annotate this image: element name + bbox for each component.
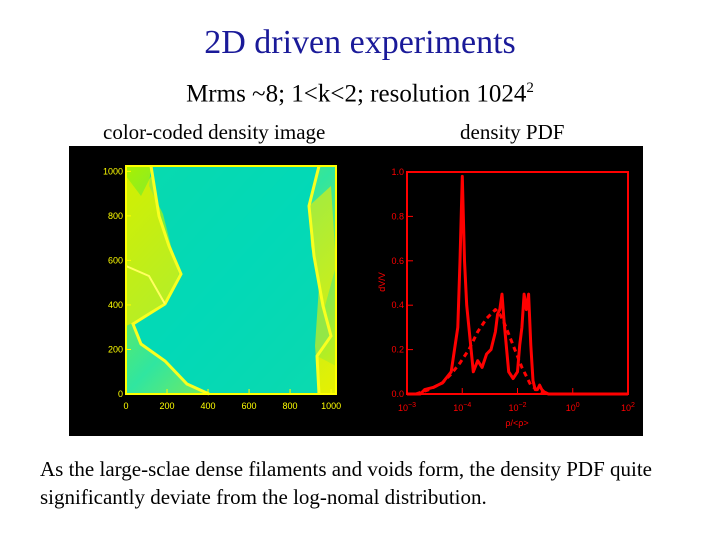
filament-region <box>309 186 336 394</box>
heatmap-x-tick-label: 0 <box>123 401 128 411</box>
pdf-dashed-series-line <box>415 308 549 396</box>
low-density-void <box>133 166 331 394</box>
heatmap-x-tick-label: 200 <box>160 401 175 411</box>
heatmap-x-tick-label: 400 <box>201 401 216 411</box>
density-pdf-plot: 0.00.20.40.60.81.0 10−3 10−4 10−2 100 102 dV… <box>377 167 635 428</box>
pdf-x-tick-exponent: 2 <box>631 402 635 409</box>
pdf-y-tick-label: 0.0 <box>391 389 404 399</box>
slide-title: 2D driven experiments <box>204 24 516 61</box>
pdf-y-tick-label: 0.2 <box>391 345 404 355</box>
figure-panel: 0 200 400 600 800 1000 0 200 400 600 800 1000 0.0 0… <box>69 146 643 436</box>
pdf-x-tick-base: 10 <box>566 403 576 413</box>
dense-filament <box>125 265 166 305</box>
pdf-x-tick-label: 100 <box>566 402 580 413</box>
pdf-x-tick-label: 10−4 <box>453 402 471 413</box>
pdf-x-tick-base: 10 <box>398 403 408 413</box>
heatmap-y-tick-label: 400 <box>108 300 123 310</box>
pdf-y-tick-label: 1.0 <box>391 167 404 177</box>
pdf-solid-series-line <box>407 174 628 396</box>
pdf-x-tick-label: 10−2 <box>509 402 527 413</box>
dense-filament <box>307 165 333 395</box>
pdf-y-tick-label: 0.6 <box>391 256 404 266</box>
pdf-x-tick-exponent: −4 <box>463 402 471 409</box>
slide-subtitle: Mrms ~8; 1<k<2; resolution 10242 <box>0 80 720 108</box>
density-image-plot: 0 200 400 600 800 1000 0 200 400 600 800 1000 <box>103 165 341 411</box>
heatmap-y-tick-label: 1000 <box>103 166 123 176</box>
subtitle-text: Mrms ~8; 1<k<2; resolution 1024 <box>186 80 527 108</box>
pdf-x-tick-base: 10 <box>509 403 519 413</box>
pdf-y-tick-label: 0.8 <box>391 211 404 221</box>
pdf-x-tick-label: 102 <box>621 402 635 413</box>
density-image-frame <box>125 165 337 395</box>
pdf-x-tick-base: 10 <box>621 403 631 413</box>
heatmap-y-tick-label: 800 <box>108 211 123 221</box>
heatmap-x-tick-label: 800 <box>283 401 298 411</box>
pdf-x-axis-label: ρ/<ρ> <box>505 418 528 428</box>
slide-caption: As the large-sclae dense filaments and v… <box>40 457 652 509</box>
heatmap-y-tick-label: 600 <box>108 255 123 265</box>
heatmap-y-tick-label: 200 <box>108 344 123 354</box>
dense-filament <box>131 165 210 396</box>
pdf-x-tick-exponent: −2 <box>519 402 527 409</box>
pdf-x-tick-base: 10 <box>453 403 463 413</box>
density-pdf-label: density PDF <box>460 120 565 144</box>
subtitle-superscript: 2 <box>526 80 534 96</box>
pdf-y-tick-label: 0.4 <box>391 300 404 310</box>
density-image-label: color-coded density image <box>103 120 326 144</box>
filament-region <box>126 176 179 326</box>
pdf-y-axis-label: dV/V <box>377 272 387 292</box>
pdf-x-tick-exponent: 0 <box>576 402 580 409</box>
heatmap-x-tick-label: 1000 <box>321 401 341 411</box>
pdf-x-tick-exponent: −3 <box>408 402 416 409</box>
heatmap-y-tick-label: 0 <box>118 389 123 399</box>
heatmap-x-tick-label: 600 <box>242 401 257 411</box>
pdf-x-tick-label: 10−3 <box>398 402 416 413</box>
